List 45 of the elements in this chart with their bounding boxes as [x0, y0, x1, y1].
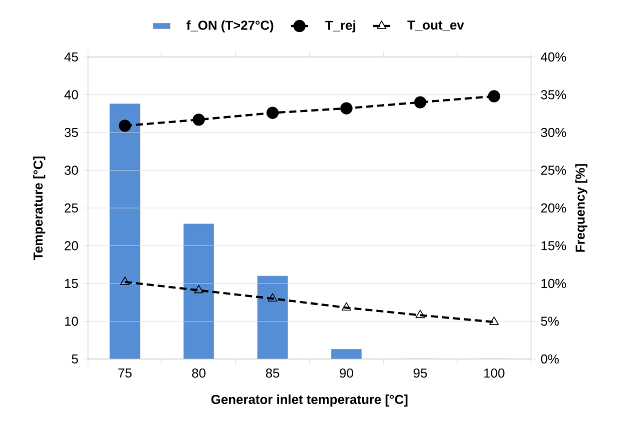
y-tick-label: 25 — [64, 203, 78, 213]
y2-tick-label: 10% — [542, 278, 566, 288]
x-tick-label: 85 — [266, 368, 280, 378]
y2-tick-label: 30% — [541, 128, 566, 138]
point — [266, 106, 279, 119]
y2-axis-title: Frequency [%] — [575, 164, 588, 252]
y2-tick-label: 5% — [541, 316, 559, 326]
y2-tick-label: 25% — [541, 166, 566, 175]
bar — [110, 104, 140, 359]
y-tick-label: 10 — [65, 316, 78, 326]
y2-tick-label: 20% — [541, 203, 566, 213]
y-tick-label: 5 — [72, 354, 78, 364]
point — [340, 102, 353, 114]
legend-label: T_out_ev — [407, 20, 464, 32]
y-tick-label: 35 — [64, 128, 78, 138]
bar — [184, 224, 214, 359]
legend-label: f_ON (T>27°C) — [186, 20, 274, 32]
legend-label: T_rej — [325, 20, 356, 32]
y-tick-label: 30 — [64, 166, 78, 175]
point — [416, 310, 425, 318]
y2-tick-label: 35% — [541, 90, 566, 100]
y-tick-label: 45 — [64, 52, 78, 62]
point — [194, 284, 204, 294]
point — [118, 120, 132, 132]
y2-tick-label: 0% — [541, 354, 559, 364]
x-tick-label: 100 — [484, 368, 504, 378]
x-tick-label: 80 — [192, 368, 206, 378]
y2-tick-label: 15% — [542, 241, 566, 250]
x-tick-label: 90 — [340, 368, 354, 378]
bar — [257, 276, 288, 359]
point — [414, 96, 426, 108]
point — [120, 276, 130, 285]
x-tick-label: 75 — [118, 368, 132, 378]
y-axis-title: Temperature [°C] — [33, 156, 46, 260]
x-axis-title: Generator inlet temperature [°C] — [211, 394, 408, 407]
point — [192, 114, 205, 126]
y-tick-label: 20 — [64, 241, 78, 250]
x-tick-label: 95 — [414, 368, 427, 378]
point — [342, 302, 352, 311]
point — [489, 316, 499, 325]
y-tick-label: 15 — [65, 278, 78, 288]
point — [488, 90, 500, 102]
y-tick-label: 40 — [64, 90, 78, 100]
y2-tick-label: 40% — [540, 52, 566, 62]
point — [268, 293, 278, 302]
